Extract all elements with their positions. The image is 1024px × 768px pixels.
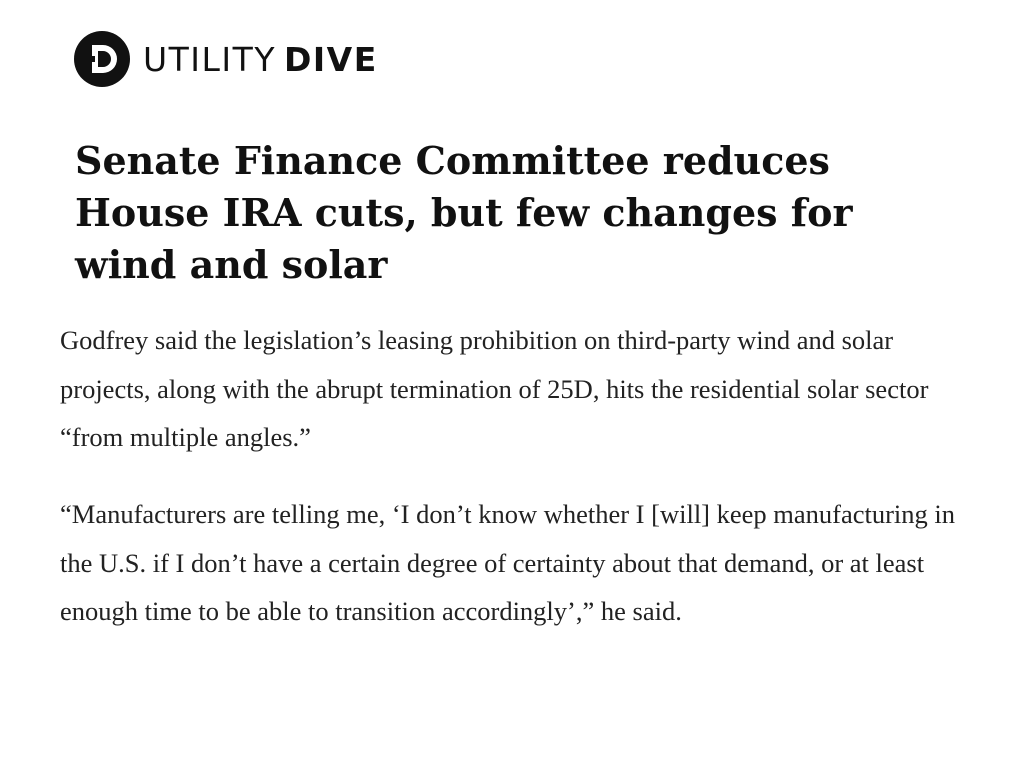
brand-wordmark: UTILITY DIVE <box>143 43 378 76</box>
article-paragraph: “Manufacturers are telling me, ‘I don’t … <box>60 499 956 626</box>
brand-name-light: UTILITY <box>143 39 276 79</box>
site-logo[interactable]: UTILITY DIVE <box>73 30 378 88</box>
brand-name-bold: DIVE <box>283 39 378 79</box>
article-headline: Senate Finance Committee reduces House I… <box>75 138 853 287</box>
article-paragraph: Godfrey said the legislation’s leasing p… <box>60 325 929 452</box>
utility-dive-logo-icon <box>74 31 130 87</box>
